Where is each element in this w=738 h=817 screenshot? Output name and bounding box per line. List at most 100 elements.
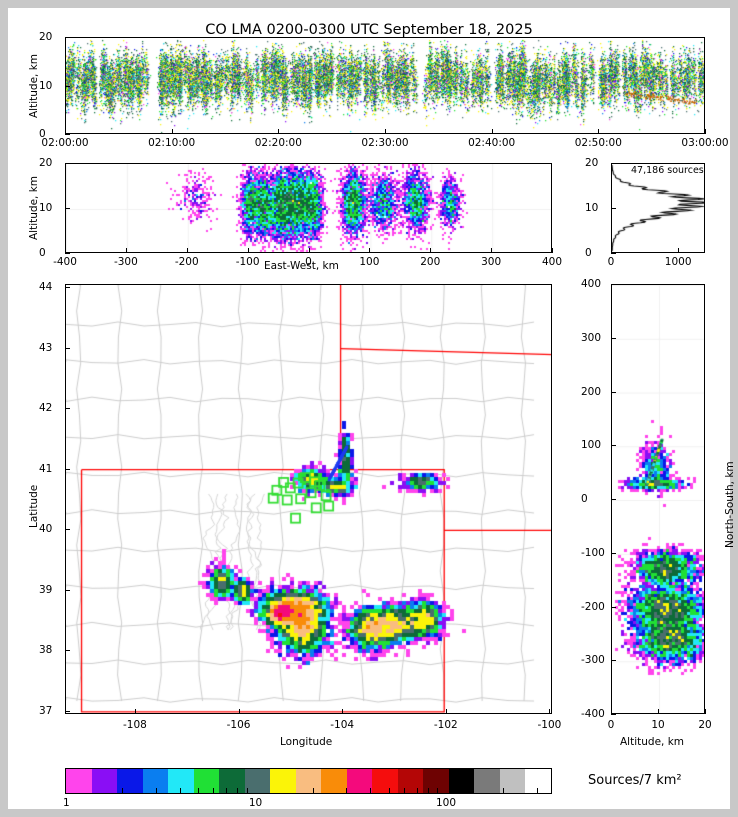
axis-tick-mark bbox=[65, 253, 70, 254]
axis-tick-mark bbox=[278, 129, 280, 134]
colorbar-minor-tick bbox=[503, 788, 505, 794]
time-height-plot-area[interactable] bbox=[65, 37, 705, 134]
axis-tick-mark bbox=[342, 709, 344, 714]
axis-tick-mark bbox=[385, 129, 386, 134]
colorbar-minor-tick bbox=[122, 788, 124, 794]
axis-tick-label: 200 bbox=[581, 385, 602, 398]
axis-tick-mark bbox=[611, 163, 616, 164]
axis-tick-mark bbox=[171, 129, 173, 134]
axis-tick-mark bbox=[125, 248, 127, 253]
axis-tick-mark bbox=[611, 552, 616, 554]
axis-tick-label: -106 bbox=[226, 719, 251, 731]
colorbar-tick-label: 100 bbox=[435, 797, 457, 809]
axis-tick-label: 200 bbox=[420, 256, 441, 268]
colorbar-swatch bbox=[448, 769, 475, 793]
page-title: CO LMA 0200-0300 UTC September 18, 2025 bbox=[205, 22, 533, 38]
colorbar-minor-tick bbox=[246, 788, 248, 794]
colorbar-minor-tick bbox=[179, 788, 181, 794]
axis-tick-mark bbox=[552, 248, 553, 253]
axis-tick-mark bbox=[65, 710, 70, 712]
axis-tick-mark bbox=[491, 248, 493, 253]
axis-tick-label: -108 bbox=[123, 719, 147, 731]
axis-tick-label: 43 bbox=[39, 341, 53, 354]
colorbar-swatch bbox=[346, 769, 373, 793]
colorbar-swatch bbox=[142, 769, 169, 793]
axis-tick-label: 41 bbox=[39, 462, 53, 475]
altitude-histogram-curve bbox=[612, 164, 704, 252]
colorbar-minor-tick bbox=[225, 788, 227, 794]
axis-tick-label: 300 bbox=[481, 256, 502, 268]
colorbar-minor-tick bbox=[403, 788, 405, 794]
colorbar-swatch bbox=[295, 769, 322, 793]
axis-tick-label: -300 bbox=[581, 654, 605, 667]
colorbar-swatch bbox=[244, 769, 271, 793]
colorbar-tick-label: 1 bbox=[63, 797, 70, 809]
colorbar-swatch bbox=[372, 769, 398, 793]
colorbar-minor-tick bbox=[427, 788, 429, 794]
colorbar-minor-tick bbox=[198, 788, 200, 794]
axis-tick-mark bbox=[611, 709, 612, 714]
axis-tick-label: 20 bbox=[39, 157, 53, 169]
colorbar-tick-label: 10 bbox=[248, 797, 263, 809]
axis-tick-mark bbox=[65, 208, 70, 209]
axis-label-north-south: North-South, km bbox=[724, 461, 736, 548]
axis-tick-mark bbox=[65, 589, 70, 591]
axis-tick-label: 0 bbox=[607, 256, 615, 268]
axis-tick-mark bbox=[611, 499, 616, 500]
axis-tick-label: 02:10:00 bbox=[148, 137, 196, 149]
axis-tick-label: 0 bbox=[39, 128, 46, 140]
axis-tick-mark bbox=[658, 709, 659, 714]
axis-tick-label: -200 bbox=[581, 600, 605, 613]
axis-tick-mark bbox=[65, 468, 70, 470]
axis-tick-label: 10 bbox=[39, 202, 53, 214]
colorbar-swatch bbox=[66, 769, 92, 793]
axis-tick-label: 400 bbox=[541, 256, 563, 268]
colorbar-swatch bbox=[168, 769, 194, 793]
axis-tick-mark bbox=[308, 248, 310, 253]
axis-tick-mark bbox=[549, 709, 551, 714]
alt-ns-plot-area[interactable] bbox=[611, 284, 705, 714]
axis-tick-label: 0 bbox=[581, 493, 588, 505]
map-plot-area[interactable] bbox=[65, 284, 552, 714]
axis-tick-mark bbox=[65, 37, 70, 38]
axis-tick-mark bbox=[611, 714, 616, 715]
alt-ns-scatter bbox=[612, 285, 704, 713]
axis-tick-mark bbox=[598, 129, 600, 134]
axis-tick-label: 20 bbox=[39, 31, 53, 43]
alt-histogram-plot-area[interactable] bbox=[611, 163, 705, 253]
axis-tick-mark bbox=[678, 248, 680, 253]
axis-tick-mark bbox=[430, 248, 432, 253]
axis-tick-mark bbox=[611, 337, 616, 339]
axis-label-latitude: Latitude bbox=[28, 484, 40, 528]
colorbar-swatch bbox=[474, 769, 500, 793]
colorbar-minor-tick bbox=[346, 788, 348, 794]
ew-height-plot-area[interactable] bbox=[65, 163, 552, 253]
axis-tick-mark bbox=[611, 606, 616, 608]
colorbar-swatch bbox=[525, 769, 551, 793]
axis-tick-label: 03:00:00 bbox=[681, 137, 729, 149]
colorbar-minor-tick bbox=[536, 788, 538, 794]
axis-tick-label: 02:50:00 bbox=[574, 137, 622, 149]
colorbar-swatch bbox=[321, 769, 347, 793]
axis-tick-label: 20 bbox=[585, 157, 599, 169]
axis-tick-label: -400 bbox=[581, 708, 605, 720]
axis-tick-label: 39 bbox=[39, 583, 53, 596]
axis-tick-label: -102 bbox=[433, 719, 458, 731]
axis-label-altitude-3: Altitude, km bbox=[620, 736, 685, 748]
colorbar-swatch bbox=[219, 769, 245, 793]
axis-tick-label: 0 bbox=[39, 247, 46, 259]
axis-tick-mark bbox=[611, 391, 616, 393]
axis-tick-label: 02:30:00 bbox=[361, 137, 409, 149]
colorbar[interactable] bbox=[65, 768, 552, 794]
axis-tick-mark bbox=[247, 248, 249, 253]
axis-tick-mark bbox=[65, 129, 66, 134]
colorbar-minor-tick bbox=[155, 788, 157, 794]
axis-tick-label: 10 bbox=[39, 79, 53, 92]
axis-tick-label: 10 bbox=[651, 719, 665, 731]
colorbar-swatch bbox=[423, 769, 449, 793]
time-height-scatter bbox=[66, 38, 704, 133]
axis-tick-mark bbox=[705, 129, 706, 134]
axis-tick-label: 37 bbox=[39, 704, 53, 717]
source-count-note: 47,186 sources bbox=[631, 165, 704, 176]
colorbar-minor-tick bbox=[437, 788, 439, 794]
